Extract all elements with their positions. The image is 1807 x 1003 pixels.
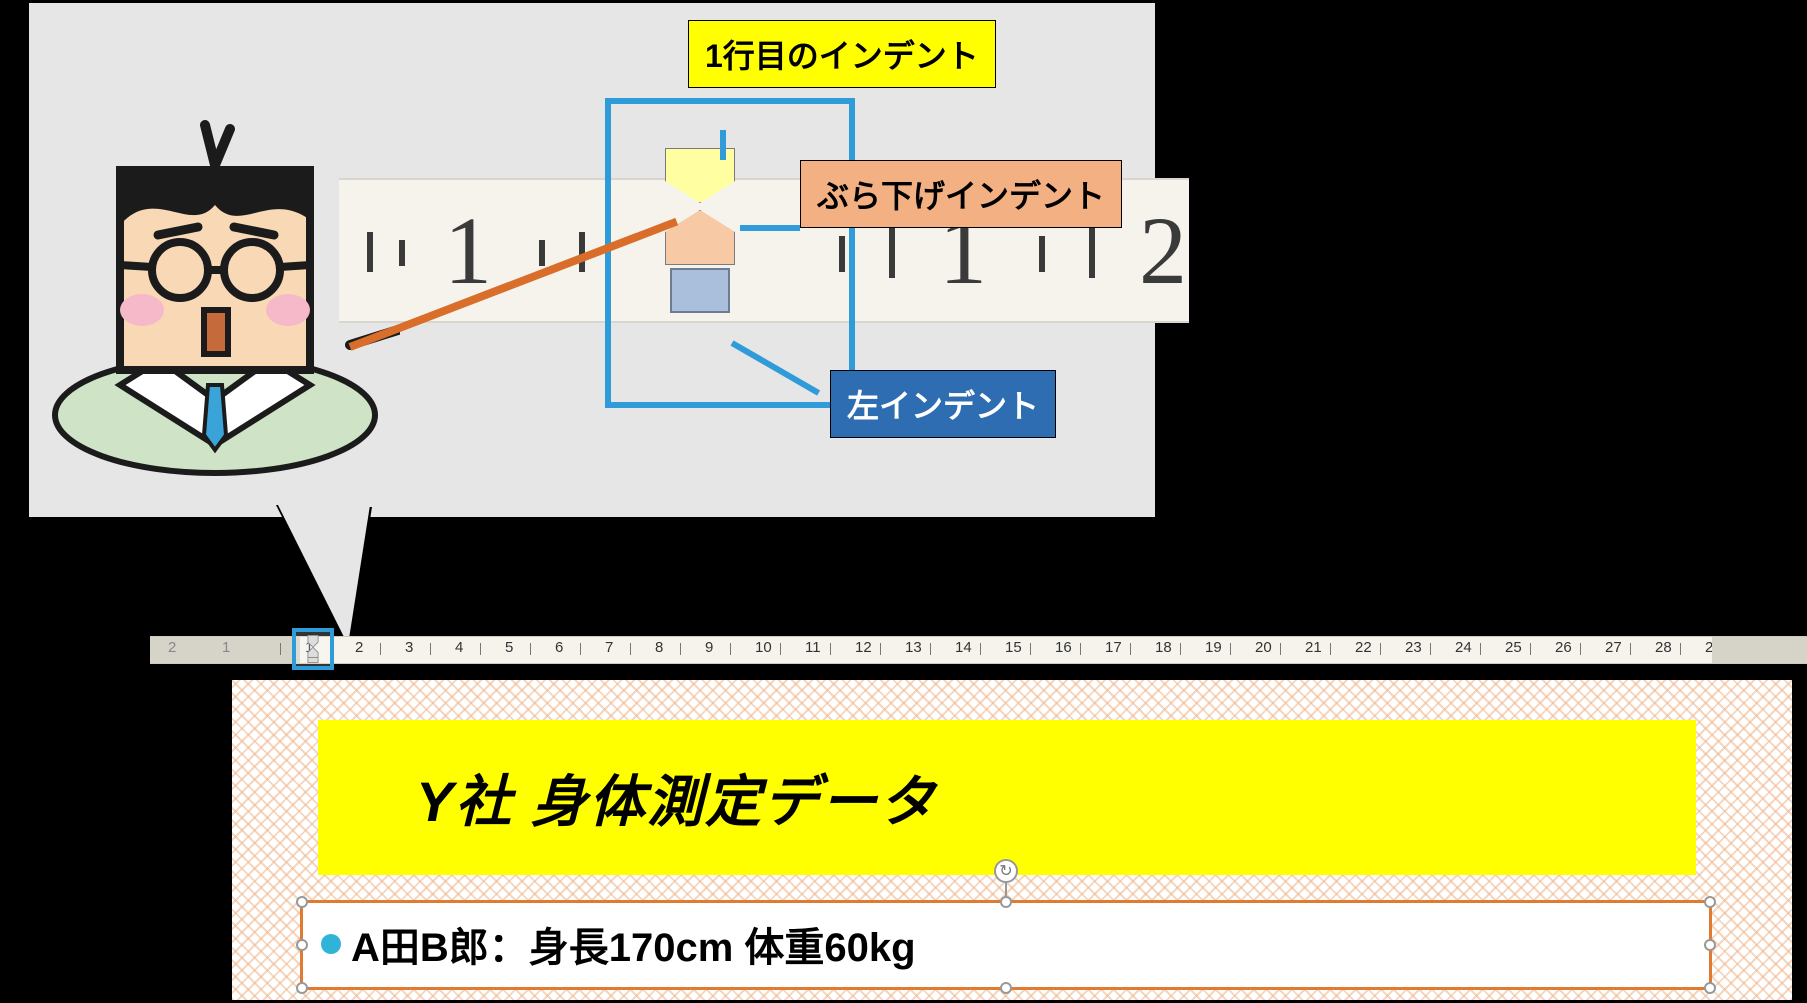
ruler-num-3: 3 xyxy=(405,639,413,656)
ruler-num-14: 14 xyxy=(955,639,972,656)
ruler-zoom-num-left: 1 xyxy=(444,195,492,306)
ruler-num-21: 21 xyxy=(1305,639,1322,656)
ruler-inactive-1: 1 xyxy=(222,639,230,656)
slide-title-text: Y社 身体測定データ xyxy=(416,757,937,838)
label-hanging-indent: ぶら下げインデント xyxy=(800,160,1122,228)
ruler-num-22: 22 xyxy=(1355,639,1372,656)
resize-handle-tl[interactable] xyxy=(296,896,308,908)
ruler-num-8: 8 xyxy=(655,639,663,656)
ruler-num-27: 27 xyxy=(1605,639,1622,656)
leader-firstline xyxy=(720,130,726,160)
ruler-num-16: 16 xyxy=(1055,639,1072,656)
ruler-num-28: 28 xyxy=(1655,639,1672,656)
resize-handle-ml[interactable] xyxy=(296,939,308,951)
ruler-num-17: 17 xyxy=(1105,639,1122,656)
ruler-num-9: 9 xyxy=(705,639,713,656)
ruler-num-15: 15 xyxy=(1005,639,1022,656)
resize-handle-tr[interactable] xyxy=(1704,896,1716,908)
ruler-num-26: 26 xyxy=(1555,639,1572,656)
slide-textbox-selected[interactable]: ↻ A田B郎：身長170cm 体重60kg xyxy=(300,900,1712,990)
rotate-handle-icon[interactable]: ↻ xyxy=(994,859,1018,883)
ruler-num-10: 10 xyxy=(755,639,772,656)
ruler-num-4: 4 xyxy=(455,639,463,656)
ruler-num-20: 20 xyxy=(1255,639,1272,656)
ruler-zoom-num-right: 2 xyxy=(1139,195,1187,306)
ruler-num-24: 24 xyxy=(1455,639,1472,656)
ruler-indent-marker-selection[interactable] xyxy=(292,628,334,670)
ruler-num-12: 12 xyxy=(855,639,872,656)
ruler-num-5: 5 xyxy=(505,639,513,656)
leader-hanging xyxy=(740,225,800,231)
ruler-inactive-2: 2 xyxy=(168,639,176,656)
ruler-num-13: 13 xyxy=(905,639,922,656)
textbox-text: A田B郎：身長170cm 体重60kg xyxy=(351,915,916,973)
ruler-num-7: 7 xyxy=(605,639,613,656)
ruler-num-11: 11 xyxy=(805,639,821,656)
resize-handle-mr[interactable] xyxy=(1704,939,1716,951)
resize-handle-tm[interactable] xyxy=(1000,896,1012,908)
ruler-num-2: 2 xyxy=(355,639,363,656)
app-ruler[interactable]: 2 1 123456789101112131415161718192021222… xyxy=(150,636,1807,664)
resize-handle-bl[interactable] xyxy=(296,982,308,994)
left-indent-marker-icon[interactable] xyxy=(670,268,730,313)
callout-tail xyxy=(278,505,370,645)
resize-handle-br[interactable] xyxy=(1704,982,1716,994)
ruler-num-18: 18 xyxy=(1155,639,1172,656)
label-first-line-indent: 1行目のインデント xyxy=(688,20,996,88)
ruler-num-23: 23 xyxy=(1405,639,1422,656)
teacher-character-icon xyxy=(40,85,400,485)
bullet-icon xyxy=(321,934,341,954)
resize-handle-bm[interactable] xyxy=(1000,982,1012,994)
ruler-num-19: 19 xyxy=(1205,639,1222,656)
slide-title-box[interactable]: Y社 身体測定データ xyxy=(318,720,1696,875)
rotate-stem xyxy=(1005,881,1007,897)
label-left-indent: 左インデント xyxy=(830,370,1056,438)
ruler-num-25: 25 xyxy=(1505,639,1522,656)
ruler-num-6: 6 xyxy=(555,639,563,656)
